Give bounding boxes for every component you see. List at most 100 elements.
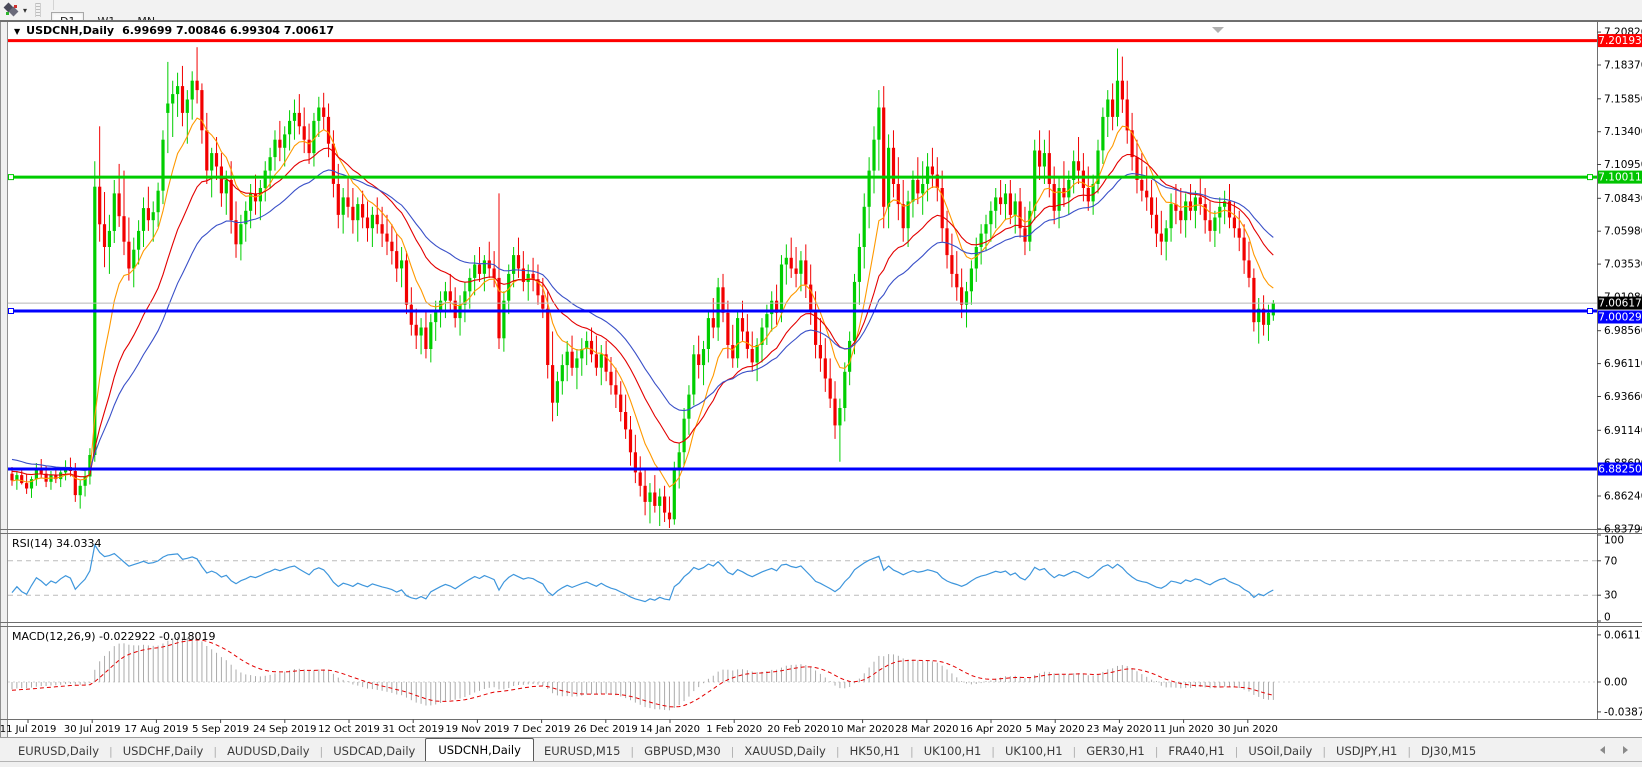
toolbar-grip[interactable] — [35, 3, 42, 17]
price-badge — [1598, 462, 1642, 476]
macd-label: MACD(12,26,9) — [12, 630, 96, 643]
date-label: 5 May 2020 — [1026, 724, 1085, 735]
tab-separator: | — [835, 745, 840, 758]
tab-separator: | — [730, 745, 735, 758]
price-axis-label: 7.03530 — [1604, 259, 1642, 271]
chart-tabs: EURUSD,Daily | USDCHF,Daily | AUDUSD,Daily | U… — [8, 738, 1486, 762]
chart-style-dropdown-icon[interactable]: ▾ — [23, 5, 28, 15]
tab-eurusd-m15[interactable]: EURUSD,M15 — [543, 744, 621, 758]
date-label: 14 Jan 2020 — [640, 724, 700, 735]
price-badge-label: 6.88250 — [1598, 464, 1641, 476]
date-label: 28 Mar 2020 — [895, 724, 958, 735]
tab-ger30-h1[interactable]: GER30,H1 — [1086, 744, 1145, 758]
rsi-axis-label: 70 — [1604, 555, 1617, 567]
tab-separator: | — [213, 745, 218, 758]
timeframe-toolbar: ▾ M1M5M15M30H1H4D1W1MN — [0, 0, 1642, 43]
price-badge-label: 7.00029 — [1598, 312, 1641, 324]
window-left-border — [0, 21, 8, 738]
date-label: 11 Jul 2019 — [0, 724, 56, 735]
macd-signal-line — [11, 639, 1274, 708]
rsi-indicator-header: RSI(14) 34.0334 — [12, 537, 101, 550]
tab-usdjpy-h1[interactable]: USDJPY,H1 — [1336, 744, 1398, 758]
price-badge — [1598, 34, 1642, 48]
macd-axis-label: 0.061119 — [1604, 629, 1642, 641]
rsi-axis-label: 100 — [1604, 535, 1624, 547]
date-label: 16 Apr 2020 — [960, 724, 1022, 735]
chart-background — [0, 21, 1642, 738]
price-badge — [1598, 170, 1642, 184]
tab-eurusd-daily[interactable]: EURUSD,Daily — [18, 744, 99, 758]
rsi-value: 34.0334 — [55, 537, 102, 550]
date-label: 31 Oct 2019 — [382, 724, 444, 735]
tab-scroll-left-icon[interactable] — [1600, 746, 1605, 754]
ma-line-medium — [11, 147, 1274, 478]
ohlc-values: 6.99699 7.00846 6.99304 7.00617 — [122, 24, 334, 37]
tab-separator: | — [1234, 745, 1239, 758]
line-handle[interactable] — [8, 308, 14, 314]
macd-indicator-header: MACD(12,26,9) -0.022922 -0.018019 — [12, 630, 215, 643]
price-axis-label: 6.91140 — [1604, 425, 1642, 437]
chart-canvas[interactable]: 7.20820 7.18370 7.15850 7.13400 7.10950 7.084… — [0, 21, 1642, 738]
price-axis-label: 7.18370 — [1604, 60, 1642, 72]
date-label: 20 Feb 2020 — [767, 724, 829, 735]
price-axis-label: 6.93660 — [1604, 391, 1642, 403]
tab-usoil-daily[interactable]: USOil,Daily — [1248, 744, 1313, 758]
tab-separator: | — [1407, 745, 1412, 758]
date-label: 30 Jul 2019 — [64, 724, 121, 735]
tab-separator: | — [109, 745, 113, 758]
tab-separator: | — [1072, 745, 1077, 758]
line-handle[interactable] — [1587, 174, 1593, 181]
date-label: 19 Nov 2019 — [445, 724, 509, 735]
line-handle[interactable] — [8, 174, 14, 181]
tab-usdcad-daily[interactable]: USDCAD,Daily — [333, 744, 416, 758]
tab-fra40-h1[interactable]: FRA40,H1 — [1168, 744, 1225, 758]
date-label: 30 Jun 2020 — [1218, 724, 1278, 735]
tab-hk50-h1[interactable]: HK50,H1 — [849, 744, 901, 758]
date-label: 10 Mar 2020 — [831, 724, 894, 735]
chart-title: ▼ USDCNH,Daily 6.99699 7.00846 6.99304 7.0… — [14, 24, 334, 37]
tab-uk100-h1[interactable]: UK100,H1 — [1005, 744, 1063, 758]
rsi-line — [11, 543, 1274, 603]
price-badge — [1598, 310, 1642, 324]
status-bar — [0, 761, 1642, 767]
tab-separator: | — [319, 745, 324, 758]
tab-scroll-arrows — [1600, 738, 1628, 762]
tab-separator: | — [1322, 745, 1327, 758]
tab-gbpusd-m30[interactable]: GBPUSD,M30 — [644, 744, 721, 758]
ma-line-fast — [11, 117, 1274, 488]
toolbar-divider — [53, 0, 55, 10]
price-axis-label: 7.10950 — [1604, 159, 1642, 171]
date-label: 7 Dec 2019 — [513, 724, 571, 735]
rsi-axis-label: 30 — [1604, 590, 1617, 602]
price-axis-label: 7.13400 — [1604, 126, 1642, 138]
tab-uk100-h1[interactable]: UK100,H1 — [923, 744, 982, 758]
chart-style-icon[interactable] — [3, 2, 20, 18]
tab-audusd-daily[interactable]: AUDUSD,Daily — [227, 744, 310, 758]
price-axis-label: 7.20820 — [1604, 27, 1642, 39]
date-label: 5 Sep 2019 — [192, 724, 249, 735]
tab-usdchf-daily[interactable]: USDCHF,Daily — [122, 744, 204, 758]
line-handle[interactable] — [1587, 308, 1593, 314]
symbol-period-label: USDCNH,Daily — [26, 24, 115, 37]
macd-values: -0.022922 -0.018019 — [99, 630, 216, 643]
price-badge — [1598, 296, 1642, 310]
chart-menu-caret-icon[interactable]: ▼ — [14, 27, 21, 36]
tab-dj30-m15[interactable]: DJ30,M15 — [1421, 744, 1477, 758]
candles-layer — [10, 47, 1275, 528]
tab-usdcnh-daily[interactable]: USDCNH,Daily — [425, 738, 534, 762]
date-label: 1 Feb 2020 — [706, 724, 762, 735]
chart-window: 7.20820 7.18370 7.15850 7.13400 7.10950 7.084… — [0, 20, 1642, 738]
price-axis-label: 6.86240 — [1604, 491, 1642, 503]
rsi-label: RSI(14) — [12, 537, 53, 550]
chart-shift-marker-icon[interactable] — [1212, 27, 1224, 33]
tab-separator: | — [1154, 745, 1159, 758]
tab-separator: | — [991, 745, 996, 758]
price-axis-label: 6.98560 — [1604, 325, 1642, 337]
macd-axis-label: 0.00 — [1604, 677, 1627, 689]
price-axis-label: 7.05980 — [1604, 226, 1642, 238]
date-label: 11 Jun 2020 — [1154, 724, 1214, 735]
tab-scroll-right-icon[interactable] — [1623, 746, 1628, 754]
price-axis-label: 6.83790 — [1604, 523, 1642, 535]
tab-xauusd-daily[interactable]: XAUUSD,Daily — [744, 744, 826, 758]
